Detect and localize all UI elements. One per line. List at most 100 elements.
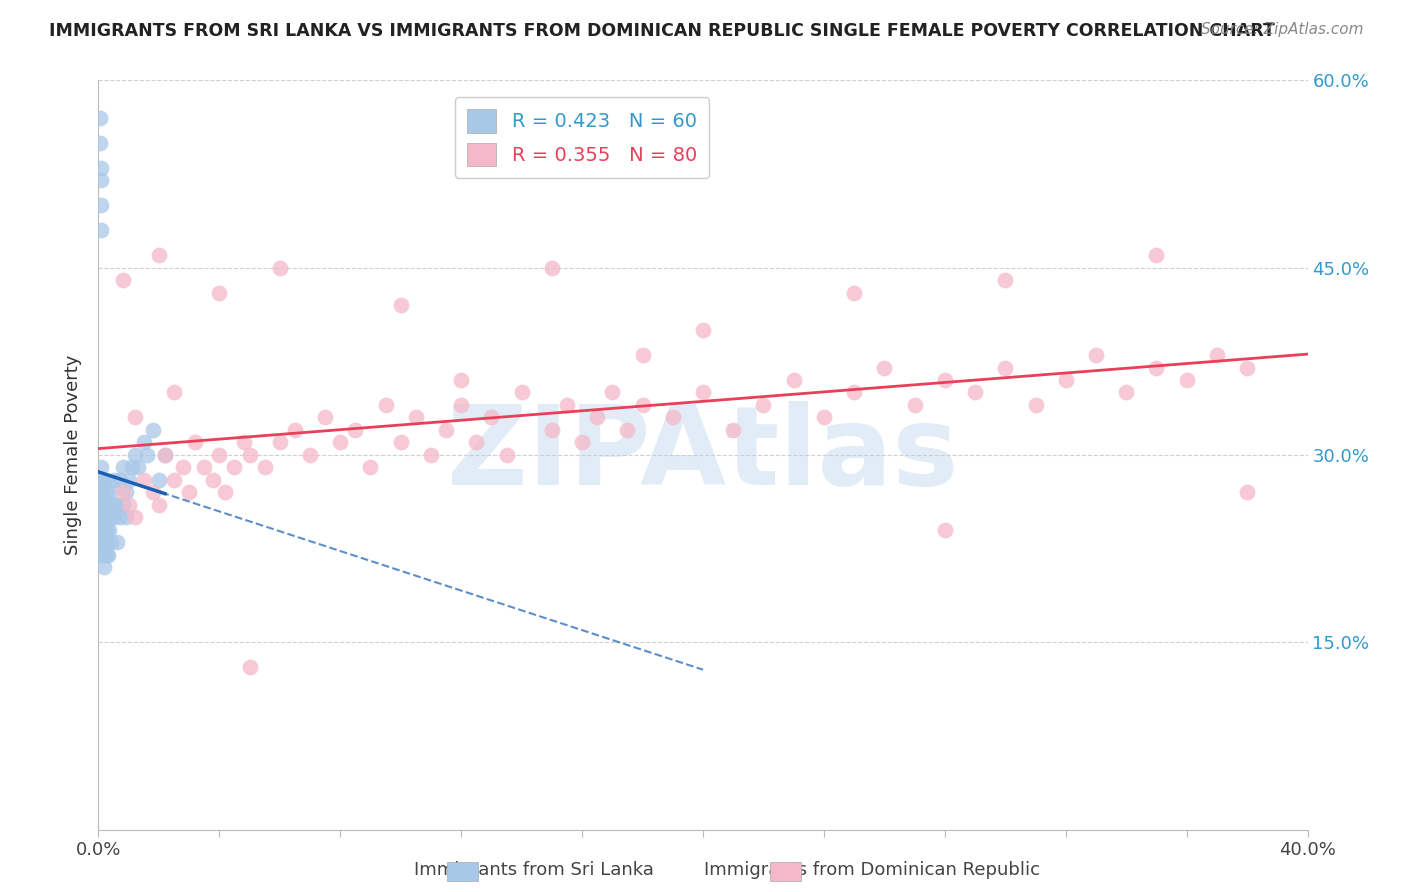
Point: [934, 373, 956, 387]
Point: [114, 510, 136, 524]
Point: [91, 498, 114, 512]
Point: [450, 373, 472, 387]
Point: [93, 523, 115, 537]
Point: [124, 448, 146, 462]
Point: [93, 498, 115, 512]
Point: [93, 560, 115, 574]
Point: [91, 523, 114, 537]
Point: [111, 498, 134, 512]
Point: [100, 510, 122, 524]
Point: [540, 260, 562, 275]
Point: [465, 435, 488, 450]
Point: [1144, 360, 1167, 375]
Point: [692, 323, 714, 337]
Point: [783, 373, 806, 387]
Point: [994, 360, 1017, 375]
Text: ZIPAtlas: ZIPAtlas: [447, 401, 959, 508]
Point: [344, 423, 367, 437]
Point: [94, 473, 117, 487]
Point: [202, 473, 225, 487]
Point: [127, 460, 149, 475]
Point: [93, 548, 115, 562]
Point: [93, 523, 115, 537]
Point: [208, 285, 231, 300]
Point: [253, 460, 276, 475]
Point: [389, 435, 412, 450]
Point: [299, 448, 322, 462]
Point: [450, 398, 472, 412]
Point: [91, 510, 114, 524]
Point: [90, 460, 112, 475]
Point: [91, 510, 114, 524]
Point: [269, 260, 291, 275]
Point: [172, 460, 194, 475]
Point: [111, 273, 134, 287]
Point: [314, 410, 336, 425]
Point: [360, 460, 382, 475]
Point: [96, 523, 118, 537]
Point: [193, 460, 215, 475]
Point: [90, 498, 112, 512]
Point: [90, 198, 112, 212]
Point: [873, 360, 896, 375]
Point: [405, 410, 427, 425]
Point: [103, 510, 125, 524]
Point: [96, 510, 118, 524]
Point: [586, 410, 609, 425]
Point: [100, 535, 122, 549]
Point: [208, 448, 231, 462]
Point: [105, 535, 128, 549]
Point: [374, 398, 396, 412]
Point: [118, 473, 141, 487]
Point: [135, 448, 157, 462]
Point: [90, 473, 112, 487]
Point: [723, 423, 745, 437]
Point: [90, 473, 112, 487]
Point: [93, 498, 115, 512]
Point: [96, 535, 118, 549]
Point: [692, 385, 714, 400]
Text: IMMIGRANTS FROM SRI LANKA VS IMMIGRANTS FROM DOMINICAN REPUBLIC SINGLE FEMALE PO: IMMIGRANTS FROM SRI LANKA VS IMMIGRANTS …: [49, 22, 1275, 40]
Point: [96, 485, 118, 500]
Point: [965, 385, 987, 400]
Point: [89, 136, 111, 150]
Point: [111, 485, 134, 500]
Point: [105, 498, 128, 512]
Point: [148, 473, 170, 487]
Point: [153, 448, 176, 462]
Point: [752, 398, 775, 412]
Point: [98, 523, 121, 537]
Point: [1115, 385, 1137, 400]
Point: [148, 248, 170, 262]
Point: [540, 423, 562, 437]
Point: [103, 498, 125, 512]
Point: [132, 435, 155, 450]
Point: [142, 423, 165, 437]
Point: [90, 498, 112, 512]
Point: [571, 435, 593, 450]
Point: [153, 448, 176, 462]
Point: [184, 435, 207, 450]
Point: [89, 510, 111, 524]
Point: [111, 460, 134, 475]
Point: [1144, 248, 1167, 262]
Point: [934, 523, 956, 537]
Point: [90, 161, 112, 175]
Point: [142, 485, 165, 500]
Point: [602, 385, 624, 400]
Point: [1054, 373, 1077, 387]
Point: [132, 473, 155, 487]
Text: Source: ZipAtlas.com: Source: ZipAtlas.com: [1201, 22, 1364, 37]
Point: [89, 485, 111, 500]
Point: [481, 410, 503, 425]
Point: [389, 298, 412, 312]
Point: [96, 548, 118, 562]
Point: [91, 498, 114, 512]
Point: [269, 435, 291, 450]
Point: [118, 498, 141, 512]
Point: [114, 485, 136, 500]
Point: [661, 410, 683, 425]
Point: [108, 473, 131, 487]
Point: [616, 423, 638, 437]
Point: [124, 510, 146, 524]
